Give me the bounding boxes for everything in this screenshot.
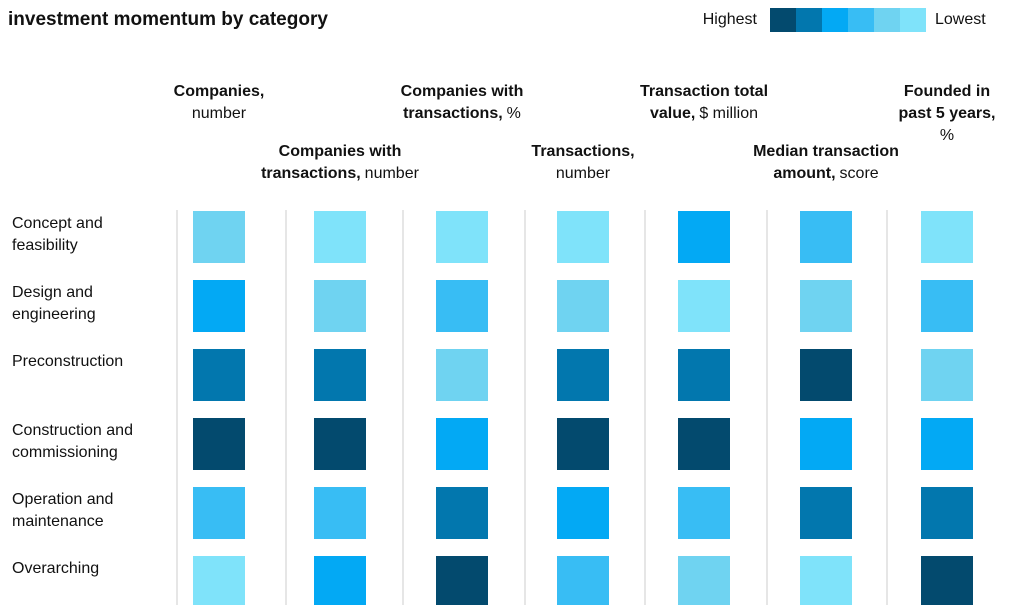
row-label: Overarching [12, 560, 99, 577]
column-header: Median transaction [753, 143, 899, 160]
column-header: Transaction total [640, 83, 768, 100]
header-segment: Transaction total [640, 83, 768, 100]
row-label: feasibility [12, 237, 78, 254]
column-header: transactions, number [261, 165, 420, 182]
row-label: maintenance [12, 513, 104, 530]
column-header: transactions,% [403, 105, 521, 122]
cell [557, 556, 609, 608]
row-label: engineering [12, 306, 96, 323]
cell [314, 418, 366, 470]
cell [314, 280, 366, 332]
cell [436, 280, 488, 332]
chart-title: investment momentum by category [8, 9, 328, 30]
cell [436, 349, 488, 401]
column-header: Companies with [279, 143, 402, 160]
cell [436, 487, 488, 539]
column-header: Companies with [401, 83, 524, 100]
row-label: Design and [12, 284, 93, 301]
cell [921, 487, 973, 539]
cell [800, 211, 852, 263]
legend-swatch [770, 8, 796, 32]
cell [193, 211, 245, 263]
column-header: number [556, 165, 611, 182]
cell [557, 280, 609, 332]
header-segment: value, [650, 105, 695, 122]
column-header: Founded in [904, 83, 990, 100]
cell [800, 418, 852, 470]
cell [436, 556, 488, 608]
header-segment: score [840, 165, 879, 182]
cell [314, 487, 366, 539]
header-segment: transactions, [403, 105, 503, 122]
header-segment: % [940, 127, 954, 144]
cell [193, 349, 245, 401]
cell [314, 556, 366, 608]
cell [557, 211, 609, 263]
cell [921, 280, 973, 332]
column-header: value, $ million [650, 105, 758, 122]
cell [678, 211, 730, 263]
header-segment: past 5 years, [899, 105, 996, 122]
cell [678, 349, 730, 401]
cell [557, 487, 609, 539]
cell [193, 487, 245, 539]
cell [800, 280, 852, 332]
cell [193, 556, 245, 608]
legend-high: Highest [703, 11, 758, 28]
header-segment: $ million [699, 105, 758, 122]
cell [921, 211, 973, 263]
legend-swatch [874, 8, 900, 32]
cell [800, 487, 852, 539]
header-segment: Transactions, [531, 143, 634, 160]
header-segment: number [556, 165, 611, 182]
row-label: Construction and [12, 422, 133, 439]
header-segment: Founded in [904, 83, 990, 100]
row-label: Concept and [12, 215, 103, 232]
legend-swatch [900, 8, 926, 32]
row-label: commissioning [12, 444, 118, 461]
column-header: % [940, 127, 954, 144]
column-header: Transactions, [531, 143, 634, 160]
column-header: number [192, 105, 247, 122]
cell [314, 211, 366, 263]
cell [800, 556, 852, 608]
column-header: amount, score [773, 165, 878, 182]
legend-swatch [848, 8, 874, 32]
cell [436, 211, 488, 263]
header-segment: Companies, [174, 83, 265, 100]
cell [678, 556, 730, 608]
cell [678, 280, 730, 332]
cell [921, 418, 973, 470]
header-segment: Median transaction [753, 143, 899, 160]
header-segment: number [192, 105, 247, 122]
legend-low: Lowest [935, 11, 986, 28]
cell [193, 418, 245, 470]
header-segment: Companies with [401, 83, 524, 100]
cell [678, 487, 730, 539]
cell [921, 349, 973, 401]
legend-swatch [796, 8, 822, 32]
row-label: Preconstruction [12, 353, 123, 370]
legend-swatch [822, 8, 848, 32]
cell [800, 349, 852, 401]
header-segment: % [507, 105, 521, 122]
cell [314, 349, 366, 401]
header-segment: amount, [773, 165, 835, 182]
cell [557, 418, 609, 470]
column-header: Companies, [174, 83, 265, 100]
header-segment: number [365, 165, 420, 182]
row-label: Operation and [12, 491, 113, 508]
cell [193, 280, 245, 332]
cell [678, 418, 730, 470]
cell [557, 349, 609, 401]
cell [436, 418, 488, 470]
cell [921, 556, 973, 608]
header-segment: Companies with [279, 143, 402, 160]
column-header: past 5 years, [899, 105, 996, 122]
header-segment: transactions, [261, 165, 361, 182]
